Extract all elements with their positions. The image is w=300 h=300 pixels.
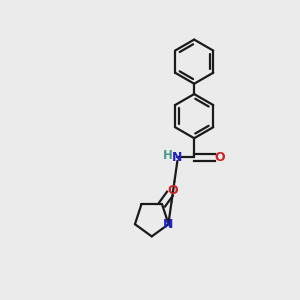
Text: O: O bbox=[167, 184, 178, 197]
Text: O: O bbox=[215, 151, 225, 164]
Text: N: N bbox=[164, 218, 174, 231]
Text: H: H bbox=[163, 149, 172, 162]
Text: N: N bbox=[172, 151, 183, 164]
